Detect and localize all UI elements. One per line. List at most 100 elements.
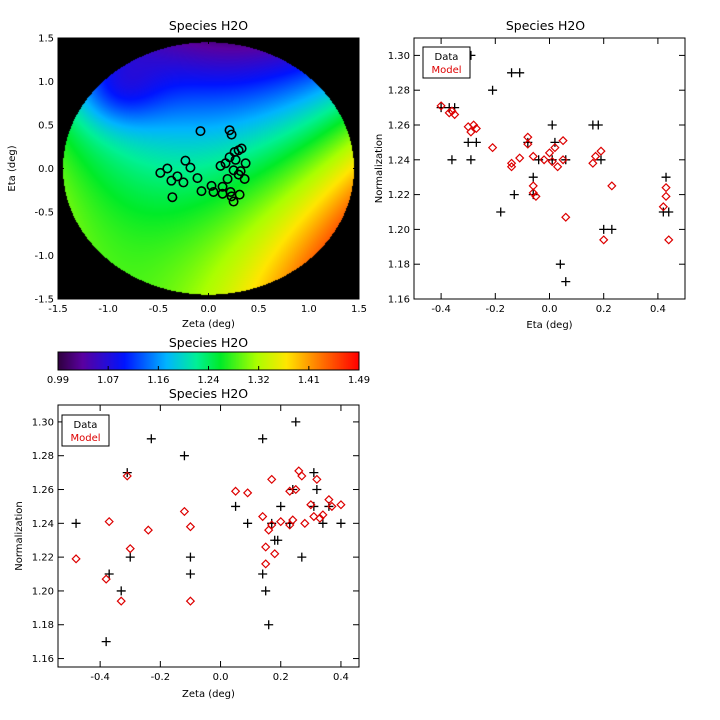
zeta-ytick-label: 1.20 (32, 586, 54, 597)
eta-data-point (664, 207, 674, 217)
zeta-model-point (116, 596, 126, 606)
eta-data-point (523, 137, 533, 147)
map-point (226, 191, 237, 202)
map-xlabel: Zeta (deg) (182, 319, 235, 330)
eta-xtick-label: -0.4 (431, 304, 451, 315)
zeta-model-point (230, 486, 241, 496)
eta-legend-model: Model (431, 65, 461, 76)
zeta-model-point (261, 559, 271, 569)
map-ytick-label: 0.5 (38, 121, 54, 132)
eta-data-point (550, 137, 560, 147)
zeta-model-point (267, 474, 277, 485)
map-ytick-label: -1.0 (34, 251, 54, 262)
colorbar-tick-label: 1.49 (348, 375, 370, 386)
eta-model-point (450, 109, 460, 120)
zeta-data-point (264, 620, 274, 630)
eta-model-point (528, 151, 538, 161)
eta-xtick-label: 0.0 (542, 304, 558, 315)
map-xtick-label: -1.5 (48, 304, 68, 315)
zeta-xtick-label: 0.0 (213, 672, 229, 683)
zeta-model-point (101, 574, 111, 584)
eta-model-point (515, 153, 525, 163)
eta-ytick-label: 1.30 (388, 51, 410, 62)
zeta-data-point (261, 586, 271, 596)
eta-legend-box (422, 46, 471, 79)
eta-panel: Species H2O -0.4 -0.2 0.0 0.2 0.4 1.16 1.18 1.2… (374, 18, 686, 331)
zeta-axes: -0.4 -0.2 0.0 0.2 0.4 1.16 1.18 1.20 1.22 1.24 1.2… (32, 405, 359, 683)
eta-model-point (547, 156, 557, 167)
zeta-data-point (297, 552, 307, 562)
map-point (230, 154, 241, 165)
eta-model-point (550, 142, 560, 153)
eta-data-point (515, 68, 525, 78)
zeta-model-point (270, 549, 280, 559)
map-point (180, 155, 191, 166)
eta-data-point (463, 137, 473, 147)
map-point (166, 175, 177, 186)
eta-model-point (487, 142, 498, 153)
zeta-data-point (273, 535, 283, 545)
zeta-model-point (324, 495, 334, 505)
zeta-legend-model: Model (70, 433, 100, 444)
map-ytick-label: 1.0 (38, 77, 54, 88)
colorbar-title: Species H2O (169, 335, 248, 350)
zeta-ylabel: Normalization (14, 501, 25, 571)
zeta-model-point (71, 554, 81, 564)
map-point (178, 177, 189, 188)
eta-data-point (528, 172, 538, 182)
eta-model-point (506, 158, 517, 168)
zeta-model-point (258, 511, 268, 522)
eta-model-point (561, 212, 571, 222)
map-point (196, 186, 207, 197)
zeta-xtick-label: 0.2 (273, 672, 289, 683)
map-point (240, 158, 251, 169)
eta-model-point (444, 108, 454, 118)
map-ytick-label: -1.5 (34, 295, 54, 306)
eta-model-point (471, 123, 481, 134)
zeta-model-point (242, 488, 253, 498)
zeta-data-point (185, 552, 195, 562)
zeta-data-point (309, 468, 319, 478)
zeta-frame (57, 404, 360, 668)
eta-data-point (466, 155, 476, 165)
eta-model-point (523, 139, 533, 149)
map-point (162, 163, 173, 174)
map-point (185, 162, 196, 173)
eta-data-point (507, 68, 517, 78)
eta-xtick-label: 0.4 (650, 304, 666, 315)
zeta-data-point (116, 586, 126, 596)
zeta-legend: Data Model (61, 414, 110, 447)
eta-data-point (547, 155, 557, 165)
zeta-marks (71, 417, 346, 647)
eta-model-point (599, 235, 609, 245)
map-xtick-label: 1.0 (301, 304, 317, 315)
eta-ytick-label: 1.16 (388, 295, 410, 306)
zeta-model-point (336, 500, 346, 510)
map-point (208, 186, 219, 197)
eta-xtick-label: -0.2 (486, 304, 506, 315)
eta-axes: -0.4 -0.2 0.0 0.2 0.4 1.16 1.18 1.20 1.22 1.24 1.2… (388, 38, 685, 315)
zeta-model-point (294, 466, 304, 476)
eta-model-point (661, 191, 671, 201)
zeta-data-point (185, 569, 195, 579)
eta-data-point (488, 85, 498, 95)
zeta-model-point (288, 515, 298, 525)
colorbar-tick-label: 1.07 (97, 375, 119, 386)
eta-data-point (547, 120, 557, 130)
map-title: Species H2O (169, 18, 248, 33)
eta-model-point (466, 127, 476, 137)
zeta-model-point (185, 522, 196, 532)
map-point (155, 167, 166, 178)
zeta-data-point (243, 518, 253, 528)
zeta-model-point (297, 471, 307, 481)
map-point (192, 173, 203, 184)
eta-ytick-label: 1.24 (388, 155, 410, 166)
zeta-data-point (318, 518, 328, 528)
zeta-model-point (267, 520, 277, 530)
eta-model-point (588, 158, 598, 168)
eta-model-point (596, 146, 606, 156)
eta-ytick-label: 1.18 (388, 260, 410, 271)
map-ytick-label: -0.5 (34, 208, 54, 219)
zeta-data-point (312, 485, 322, 495)
